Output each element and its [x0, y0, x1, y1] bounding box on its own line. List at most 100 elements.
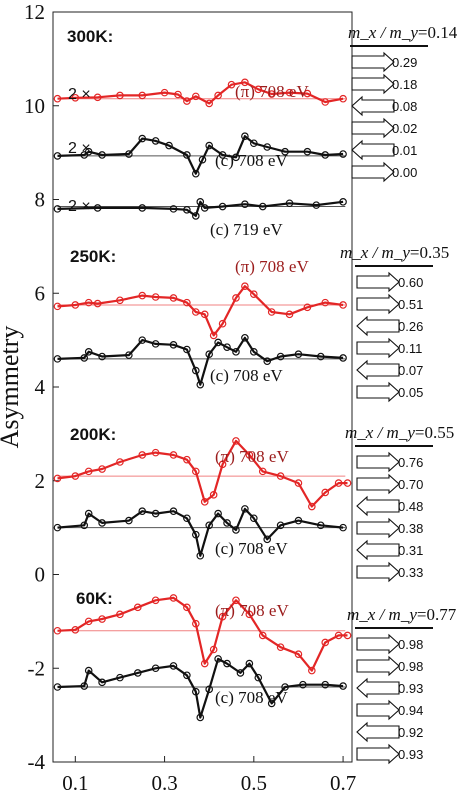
data-point	[285, 199, 294, 208]
moment-arrow-right	[356, 743, 400, 765]
data-point	[151, 596, 160, 605]
moment-arrow-right	[351, 117, 395, 139]
layer-value: 0.11	[398, 341, 422, 356]
chart-curves	[53, 78, 352, 722]
data-point	[241, 78, 249, 87]
data-point	[294, 350, 303, 358]
data-point	[294, 650, 303, 658]
curve-label: (c) 708 eV	[215, 539, 288, 558]
multiplier-label: 2 ×	[68, 198, 91, 215]
data-point	[116, 91, 124, 100]
data-point	[308, 666, 316, 675]
data-point	[254, 85, 263, 94]
layer-value: 0.93	[398, 681, 423, 696]
data-point	[84, 617, 93, 626]
data-point	[263, 357, 272, 366]
data-point	[138, 451, 147, 459]
data-point	[98, 678, 106, 687]
data-point	[321, 298, 330, 307]
data-point	[183, 514, 191, 523]
data-point	[84, 147, 93, 156]
data-point	[303, 303, 312, 312]
data-point	[125, 351, 133, 359]
fit-line	[57, 657, 344, 719]
data-point	[183, 298, 191, 307]
data-point	[276, 352, 285, 361]
data-point	[223, 519, 231, 527]
data-point	[98, 465, 106, 473]
data-point	[214, 655, 222, 663]
data-point	[267, 308, 276, 316]
data-point	[125, 516, 133, 525]
layer-value: 0.01	[392, 143, 417, 158]
layer-value: 0.38	[398, 521, 423, 536]
data-point	[169, 451, 178, 459]
moment-arrow-right	[356, 699, 400, 721]
data-point	[200, 659, 209, 668]
moment-arrow-left	[356, 495, 400, 517]
data-point	[254, 673, 263, 682]
data-point	[227, 80, 236, 89]
data-point	[236, 669, 245, 677]
data-point	[183, 455, 191, 464]
data-point	[209, 645, 218, 654]
data-point	[192, 308, 200, 316]
data-point	[308, 502, 316, 511]
mx-my-ratio: m_x / m_y=0.14	[348, 23, 458, 42]
x-tick-label: 0.3	[151, 771, 177, 794]
data-point	[71, 93, 80, 102]
multiplier-label: 2 ×	[68, 140, 91, 157]
data-point	[214, 509, 222, 518]
data-point	[223, 659, 231, 668]
data-point	[196, 198, 205, 206]
temperature-label: 200K:	[70, 425, 116, 444]
mx-my-label: m_x / m_y	[345, 423, 415, 442]
data-point	[267, 699, 276, 708]
y-tick-label: -4	[28, 750, 46, 774]
data-point	[198, 155, 207, 164]
data-point	[232, 437, 240, 445]
moment-arrow-right	[356, 633, 400, 655]
data-point	[339, 301, 347, 309]
mx-my-ratio: m_x / m_y=0.55	[345, 423, 454, 442]
data-point	[339, 150, 347, 158]
data-point	[183, 603, 191, 612]
mx-my-value: =0.14	[418, 23, 458, 42]
data-point	[241, 200, 249, 208]
layer-value: 0.08	[392, 99, 417, 114]
moment-arrow-right	[356, 561, 400, 583]
y-tick-label: 10	[24, 94, 45, 118]
series-c	[53, 132, 347, 178]
data-point	[321, 151, 330, 159]
moment-arrow-right	[356, 337, 400, 359]
data-point	[169, 341, 178, 349]
data-point	[84, 348, 93, 356]
y-tick-label: 0	[35, 563, 46, 587]
fit-line	[57, 439, 348, 508]
data-point	[98, 615, 106, 623]
y-tick-label: -2	[28, 656, 46, 680]
data-point	[267, 90, 276, 98]
data-point	[343, 631, 352, 640]
data-point	[160, 88, 169, 97]
data-point	[138, 134, 147, 143]
data-point	[299, 680, 307, 689]
data-point	[339, 523, 347, 532]
data-point	[339, 94, 347, 103]
moment-arrow-left	[356, 677, 400, 699]
series-c	[53, 505, 347, 560]
data-point	[183, 345, 191, 354]
mx-my-label: m_x / m_y	[348, 23, 418, 42]
layer-value: 0.98	[398, 637, 423, 652]
data-point	[93, 204, 102, 212]
data-point	[93, 93, 102, 102]
data-point	[321, 680, 330, 689]
moment-arrow-right	[356, 517, 400, 539]
layer-value: 0.60	[398, 275, 423, 290]
data-point	[334, 631, 343, 640]
layer-value: 0.48	[398, 499, 423, 514]
data-point	[151, 340, 160, 348]
mx-my-ratio: m_x / m_y=0.77	[347, 605, 457, 624]
data-point	[200, 310, 209, 319]
moment-arrow-right	[351, 51, 395, 73]
